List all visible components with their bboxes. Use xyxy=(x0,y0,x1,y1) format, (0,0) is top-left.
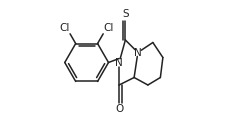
Text: N: N xyxy=(134,48,142,58)
Text: N: N xyxy=(115,58,123,68)
Text: O: O xyxy=(115,104,123,114)
Text: Cl: Cl xyxy=(59,23,69,33)
Text: Cl: Cl xyxy=(104,23,114,33)
Text: S: S xyxy=(122,9,129,19)
